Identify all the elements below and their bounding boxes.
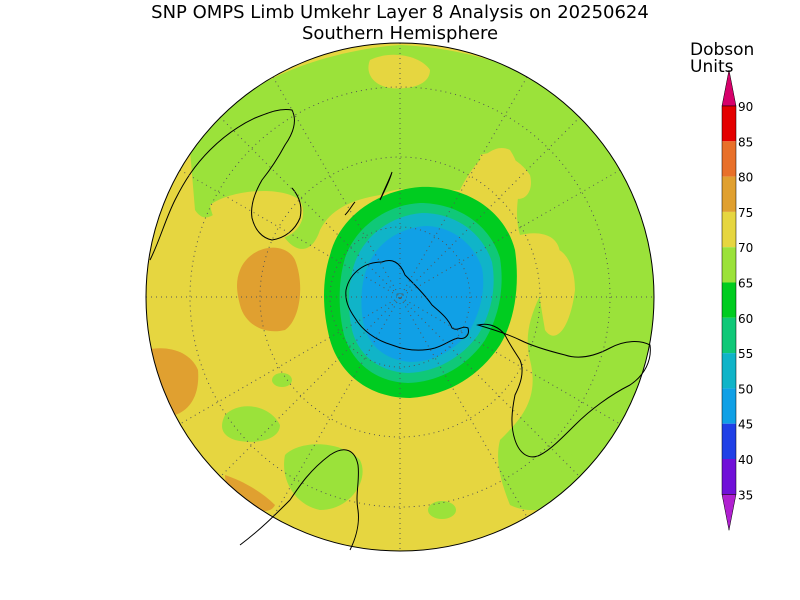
colorbar-tick-label: 75 xyxy=(738,206,753,220)
colorbar-swatch xyxy=(722,141,736,177)
coastlines xyxy=(149,109,651,551)
field-75-80-west xyxy=(237,247,301,332)
colorbar-outline xyxy=(721,105,737,495)
map-border xyxy=(145,42,655,552)
field-65-70-south xyxy=(284,444,363,510)
colorbar-swatch xyxy=(722,388,736,424)
field-65-70-small xyxy=(428,501,456,519)
africa-coast xyxy=(239,449,359,551)
field-70-75-patch-top xyxy=(368,54,430,89)
colorbar-tick-label: 40 xyxy=(738,453,753,467)
colorbar-swatch xyxy=(722,282,736,318)
colorbar-tick-label: 70 xyxy=(738,241,753,255)
colorbar-unit-label: Dobson Units xyxy=(690,42,754,76)
colorbar-swatch xyxy=(722,211,736,248)
colorbar-tick-label: 35 xyxy=(738,488,753,502)
map-subtitle: Southern Hemisphere xyxy=(301,23,499,44)
colorbar-swatch xyxy=(722,459,736,495)
colorbar-bottom-arrow xyxy=(721,494,737,531)
field-75-80-southwest xyxy=(225,475,275,512)
new-zealand-coast xyxy=(344,171,393,216)
south-america-coast xyxy=(476,323,651,458)
colorbar: 90 85 80 75 70 65 60 55 50 45 40 35 xyxy=(721,69,753,531)
australia-coast xyxy=(149,109,302,261)
colorbar-unit-line1: Dobson xyxy=(690,40,755,60)
field-70-75-patch-e xyxy=(537,247,575,336)
graticule xyxy=(146,43,654,551)
field-65-70-west xyxy=(222,406,280,442)
colorbar-swatch xyxy=(722,423,736,459)
map-title: SNP OMPS Limb Umkehr Layer 8 Analysis on… xyxy=(151,2,649,23)
colorbar-tick-label: 50 xyxy=(738,382,753,396)
colorbar-unit-line2: Units xyxy=(690,57,734,77)
field-65-70-north xyxy=(190,45,654,510)
colorbar-tick-label: 45 xyxy=(738,418,753,432)
colorbar-tick-label: 55 xyxy=(738,347,753,361)
field-65-70-blob xyxy=(272,373,292,387)
colorbar-swatch xyxy=(722,106,736,142)
colorbar-tick-label: 90 xyxy=(738,100,753,114)
colorbar-tick-label: 60 xyxy=(738,312,753,326)
colorbar-swatch xyxy=(722,317,736,354)
colorbar-tick-label: 65 xyxy=(738,277,753,291)
field-70-75-patch-nw xyxy=(210,190,304,242)
field-70-75-patch-ne xyxy=(480,152,531,199)
colorbar-tick-label: 85 xyxy=(738,135,753,149)
colorbar-swatch xyxy=(722,247,736,283)
colorbar-swatch xyxy=(722,353,736,389)
colorbar-tick-label: 80 xyxy=(738,171,753,185)
colorbar-swatch xyxy=(722,176,736,212)
antarctica-coast xyxy=(345,260,469,351)
